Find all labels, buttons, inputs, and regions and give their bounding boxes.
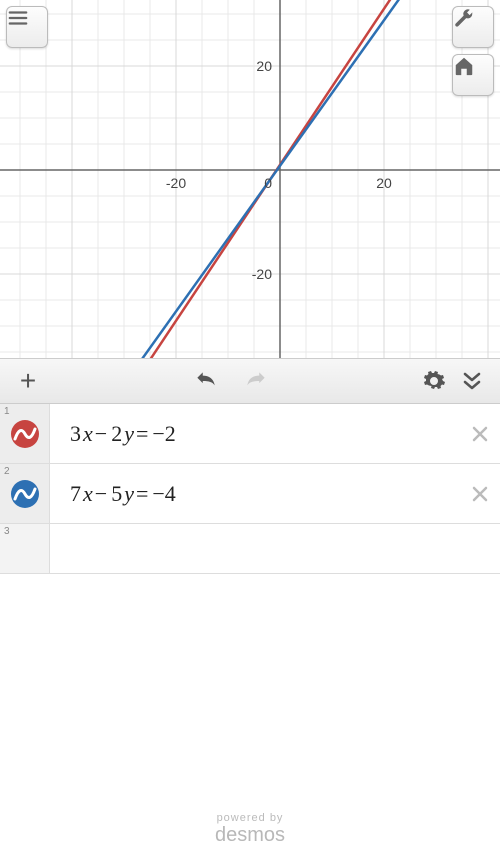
svg-text:20: 20 — [376, 175, 392, 191]
expression-body[interactable]: 3x − 2y = −2 — [50, 404, 460, 463]
wrench-icon — [453, 7, 475, 29]
delete-expression-button[interactable] — [460, 464, 500, 523]
powered-by-label: powered by — [217, 812, 284, 824]
blank-area — [0, 574, 500, 804]
expression-gutter[interactable]: 2 — [0, 464, 50, 523]
gear-icon — [422, 369, 446, 393]
settings-wrench-button[interactable] — [452, 6, 494, 48]
expression-list: 1 3x − 2y = −2 2 7x − 5y = −4 3 — [0, 404, 500, 574]
expression-body[interactable]: 7x − 5y = −4 — [50, 464, 460, 523]
undo-button[interactable] — [190, 365, 222, 397]
svg-text:-20: -20 — [252, 266, 272, 282]
chevron-double-down-icon — [460, 369, 484, 393]
home-icon — [453, 55, 475, 77]
close-icon — [471, 425, 489, 443]
menu-button[interactable] — [6, 6, 48, 48]
svg-text:20: 20 — [256, 58, 272, 74]
home-button[interactable] — [452, 54, 494, 96]
redo-button[interactable] — [240, 365, 272, 397]
expression-gutter[interactable]: 1 — [0, 404, 50, 463]
expression-color-icon[interactable] — [10, 479, 40, 509]
expression-body[interactable] — [50, 524, 500, 573]
graph-svg: -20 20 -20 20 0 — [0, 0, 500, 358]
expression-index: 2 — [4, 466, 10, 477]
graph-area[interactable]: -20 20 -20 20 0 — [0, 0, 500, 358]
footer: powered by desmos — [0, 804, 500, 854]
undo-redo-group — [190, 365, 272, 397]
undo-icon — [193, 368, 219, 394]
expression-index: 1 — [4, 406, 10, 417]
hamburger-icon — [7, 7, 29, 29]
collapse-button[interactable] — [456, 365, 488, 397]
close-icon — [471, 485, 489, 503]
app-root: { "graph": { "width": 500, "height": 358… — [0, 0, 500, 854]
expression-row[interactable]: 1 3x − 2y = −2 — [0, 404, 500, 464]
expression-row[interactable]: 2 7x − 5y = −4 — [0, 464, 500, 524]
delete-expression-button[interactable] — [460, 404, 500, 463]
svg-text:-20: -20 — [166, 175, 186, 191]
svg-text:0: 0 — [264, 175, 272, 191]
redo-icon — [243, 368, 269, 394]
brand-label: desmos — [215, 824, 285, 847]
expression-row[interactable]: 3 — [0, 524, 500, 574]
expression-index: 3 — [4, 526, 10, 537]
expression-toolbar: + — [0, 358, 500, 404]
expression-color-icon[interactable] — [10, 419, 40, 449]
add-expression-button[interactable]: + — [12, 365, 44, 397]
graph-settings-button[interactable] — [418, 365, 450, 397]
expression-gutter[interactable]: 3 — [0, 524, 50, 573]
